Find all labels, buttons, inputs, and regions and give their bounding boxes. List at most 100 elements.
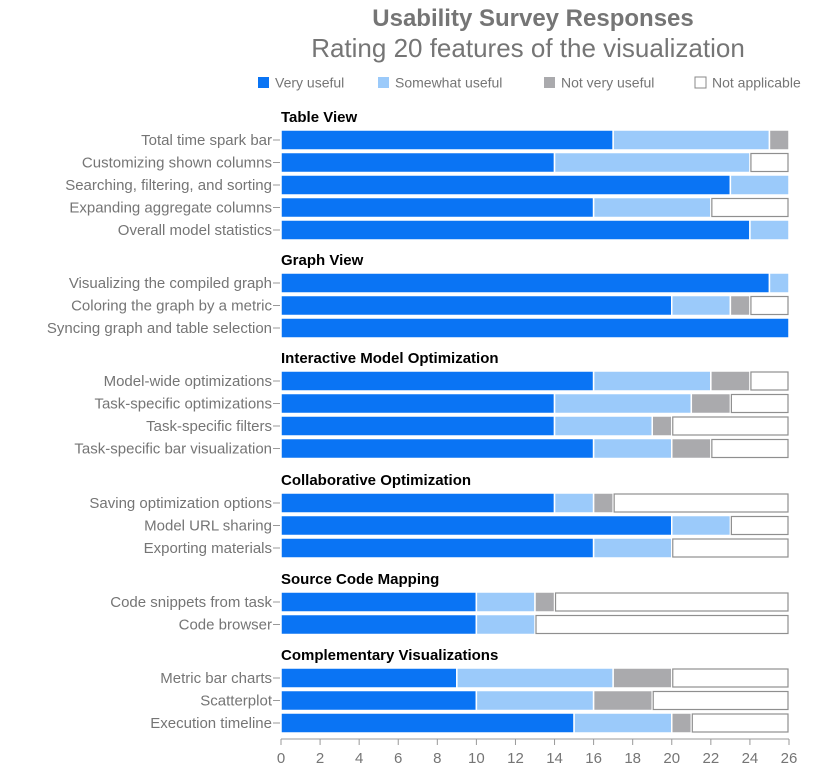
legend-swatch-very-useful [258, 77, 269, 88]
bar-segment-not-applicable-code-snippets-from-task [554, 592, 789, 612]
bar-segment-very-useful-metric-bar-charts [280, 667, 458, 689]
bar-row-metric-bar-charts: Metric bar charts [160, 667, 789, 689]
bar-segment-not-very-useful-task-specific-filters [651, 415, 673, 437]
group-heading-source-code-mapping: Source Code Mapping [281, 571, 439, 588]
bar-segment-very-useful-coloring-the-graph-by-a-metric [280, 294, 673, 317]
x-tick-label-24: 24 [742, 750, 759, 767]
bar-segment-not-very-useful-code-snippets-from-task [534, 591, 556, 613]
bar-segment-very-useful-code-browser [280, 613, 478, 636]
bar-segment-very-useful-scatterplot [280, 689, 478, 712]
row-label-model-wide-optimizations: Model-wide optimizations [104, 373, 272, 390]
row-label-customizing-shown-columns: Customizing shown columns [82, 155, 272, 172]
bar-segment-somewhat-useful-code-snippets-from-task [475, 591, 536, 613]
legend-label-somewhat-useful: Somewhat useful [395, 75, 502, 91]
bar-segment-somewhat-useful-saving-optimization-options [553, 492, 595, 514]
bar-segment-not-very-useful-scatterplot [592, 689, 653, 712]
bar-segment-not-applicable-exporting-materials [672, 538, 789, 558]
row-label-searching-filtering-and-sorting: Searching, filtering, and sorting [65, 177, 272, 194]
bar-row-total-time-spark-bar: Total time spark bar [141, 129, 790, 151]
bar-row-overall-model-statistics: Overall model statistics [118, 219, 790, 241]
chart-subtitle: Rating 20 features of the visualization [311, 33, 745, 63]
row-label-overall-model-statistics: Overall model statistics [118, 222, 272, 239]
bar-segment-somewhat-useful-searching-filtering-and-sorting [729, 174, 790, 196]
bar-segment-somewhat-useful-execution-timeline [573, 712, 673, 734]
x-tick-label-18: 18 [624, 750, 641, 767]
bar-segment-very-useful-task-specific-filters [280, 415, 556, 437]
legend-swatch-somewhat-useful [378, 77, 389, 88]
row-label-saving-optimization-options: Saving optimization options [89, 495, 272, 512]
bar-row-customizing-shown-columns: Customizing shown columns [82, 151, 789, 174]
bar-segment-not-very-useful-saving-optimization-options [592, 492, 614, 514]
x-tick-label-20: 20 [663, 750, 680, 767]
bar-segment-not-very-useful-metric-bar-charts [612, 667, 673, 689]
bar-segment-not-applicable-task-specific-filters [672, 416, 789, 436]
bar-segment-somewhat-useful-coloring-the-graph-by-a-metric [671, 294, 732, 317]
plot-area: Table View Total time spark bar Customizin… [47, 109, 790, 734]
bar-segment-very-useful-code-snippets-from-task [280, 591, 478, 613]
bar-segment-not-applicable-scatterplot [652, 690, 789, 711]
bar-segment-very-useful-exporting-materials [280, 537, 595, 559]
bar-segment-somewhat-useful-task-specific-optimizations [553, 392, 693, 415]
row-label-coloring-the-graph-by-a-metric: Coloring the graph by a metric [71, 298, 272, 315]
bar-segment-somewhat-useful-task-specific-bar-visualization [592, 437, 673, 460]
bar-segment-not-applicable-customizing-shown-columns [750, 152, 789, 173]
bar-segment-somewhat-useful-code-browser [475, 613, 536, 636]
bar-segment-very-useful-model-wide-optimizations [280, 370, 595, 392]
bar-segment-somewhat-useful-total-time-spark-bar [612, 129, 771, 151]
bar-row-saving-optimization-options: Saving optimization options [89, 492, 789, 514]
legend-label-very-useful: Very useful [275, 75, 344, 91]
x-tick-label-2: 2 [316, 750, 324, 767]
bar-segment-not-applicable-expanding-aggregate-columns [711, 197, 789, 218]
bar-segment-not-applicable-code-browser [535, 614, 789, 635]
bar-segment-very-useful-task-specific-bar-visualization [280, 437, 595, 460]
bar-row-model-wide-optimizations: Model-wide optimizations [104, 370, 789, 392]
bar-segment-somewhat-useful-exporting-materials [592, 537, 673, 559]
x-tick-label-4: 4 [355, 750, 363, 767]
bar-row-expanding-aggregate-columns: Expanding aggregate columns [69, 196, 789, 219]
x-tick-label-22: 22 [703, 750, 720, 767]
row-label-code-snippets-from-task: Code snippets from task [110, 594, 272, 611]
bar-segment-somewhat-useful-expanding-aggregate-columns [592, 196, 712, 219]
bar-segment-not-very-useful-model-wide-optimizations [710, 370, 751, 392]
row-label-task-specific-filters: Task-specific filters [146, 418, 272, 435]
bar-segment-very-useful-expanding-aggregate-columns [280, 196, 595, 219]
bar-segment-very-useful-customizing-shown-columns [280, 151, 556, 174]
bar-segment-not-applicable-saving-optimization-options [613, 493, 789, 513]
bar-segment-not-very-useful-task-specific-bar-visualization [671, 437, 712, 460]
bar-segment-very-useful-total-time-spark-bar [280, 129, 614, 151]
row-label-metric-bar-charts: Metric bar charts [160, 670, 272, 687]
bar-segment-not-very-useful-total-time-spark-bar [768, 129, 790, 151]
bar-segment-somewhat-useful-model-wide-optimizations [592, 370, 712, 392]
bar-segment-not-very-useful-task-specific-optimizations [690, 392, 732, 415]
bar-row-task-specific-optimizations: Task-specific optimizations [94, 392, 789, 415]
row-label-total-time-spark-bar: Total time spark bar [141, 132, 272, 149]
bar-segment-somewhat-useful-model-url-sharing [671, 514, 732, 537]
bar-segment-not-applicable-metric-bar-charts [672, 668, 789, 688]
group-heading-complementary-visualizations: Complementary Visualizations [281, 647, 498, 664]
row-label-syncing-graph-and-table-selection: Syncing graph and table selection [47, 320, 272, 337]
bar-segment-very-useful-model-url-sharing [280, 514, 673, 537]
x-tick-label-10: 10 [468, 750, 485, 767]
row-label-task-specific-bar-visualization: Task-specific bar visualization [74, 441, 272, 458]
x-axis: 0 2 4 6 8 10 12 14 16 18 20 22 24 26 [277, 738, 797, 767]
bar-row-visualizing-the-compiled-graph: Visualizing the compiled graph [69, 272, 790, 294]
bar-row-syncing-graph-and-table-selection: Syncing graph and table selection [47, 317, 790, 339]
bar-segment-not-applicable-coloring-the-graph-by-a-metric [750, 295, 789, 316]
bar-segment-somewhat-useful-overall-model-statistics [749, 219, 790, 241]
row-label-visualizing-the-compiled-graph: Visualizing the compiled graph [69, 275, 272, 292]
bar-row-scatterplot: Scatterplot [200, 689, 789, 712]
bar-segment-not-very-useful-coloring-the-graph-by-a-metric [729, 294, 751, 317]
chart-title: Usability Survey Responses [372, 5, 693, 32]
row-label-execution-timeline: Execution timeline [150, 715, 272, 732]
bar-row-model-url-sharing: Model URL sharing [144, 514, 789, 537]
bar-segment-very-useful-task-specific-optimizations [280, 392, 556, 415]
bar-row-task-specific-filters: Task-specific filters [146, 415, 789, 437]
bar-segment-very-useful-syncing-graph-and-table-selection [280, 317, 790, 339]
bar-row-exporting-materials: Exporting materials [144, 537, 789, 559]
bar-segment-very-useful-execution-timeline [280, 712, 575, 734]
bar-segment-very-useful-saving-optimization-options [280, 492, 556, 514]
row-label-task-specific-optimizations: Task-specific optimizations [94, 396, 272, 413]
bar-segment-not-applicable-execution-timeline [691, 713, 789, 733]
row-label-code-browser: Code browser [179, 617, 272, 634]
group-heading-interactive-model-optimization: Interactive Model Optimization [281, 350, 499, 367]
